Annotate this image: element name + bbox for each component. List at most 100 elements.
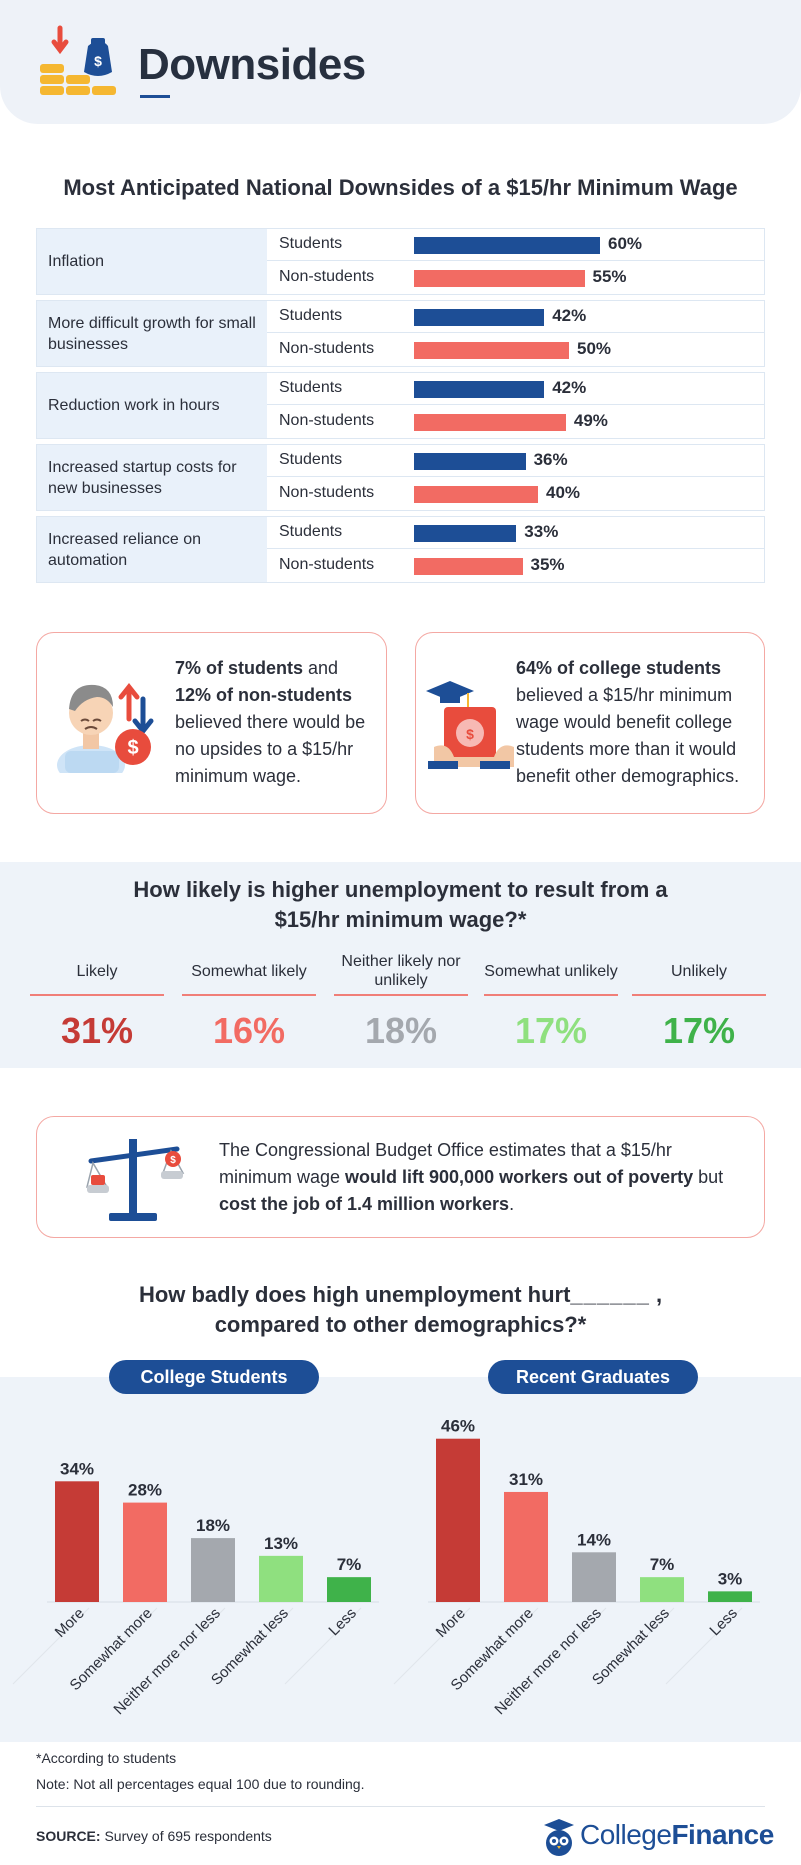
likelihood-divider [334,994,468,996]
series-label: Students [279,307,343,324]
likelihood-item: Somewhat likely 16% [182,950,316,1052]
likelihood-item: Likely 31% [30,950,164,1052]
bar-students [414,237,600,254]
bar-value-label: 7% [650,1555,675,1574]
bar-value-label: 3% [718,1569,743,1588]
likelihood-item: Unlikely 17% [632,950,766,1052]
bar-value-label: 60% [608,234,643,253]
bar-college-students [123,1502,167,1602]
graduate-money-icon: $ [426,681,514,769]
bar-non-students [414,342,569,359]
bar-college-students [55,1481,99,1602]
bar-value-label: 50% [577,339,612,358]
downside-row: Students 36% [267,445,764,477]
page-title: Downsides [138,40,366,89]
cbo-callout-text: The Congressional Budget Office estimate… [219,1140,724,1214]
series-label: Students [279,379,343,396]
bar-value-label: 46% [441,1417,475,1436]
downside-category-label: Reduction work in hours [37,373,267,438]
downside-group: Increased reliance on automation Students… [36,516,765,583]
header: $ Downsides [0,0,801,124]
likelihood-label: Somewhat likely [191,962,307,980]
downside-row: Non-students 49% [267,406,764,438]
tick-guide [12,1607,90,1685]
likelihood-value: 16% [212,1010,286,1051]
tick-guide [80,1607,158,1685]
downside-group: Reduction work in hours Students 42% Non-st… [36,372,765,439]
tick-guide [665,1607,743,1685]
balance-scale-icon: $ [86,1139,185,1221]
downsides-chart: Inflation Students 60% Non-students 55% More … [36,228,765,588]
recent-graduates-pill: Recent Graduates [488,1360,698,1394]
bar-non-students [414,270,585,287]
chart-title-downsides: Most Anticipated National Downsides of a… [63,175,738,200]
bar-non-students [414,486,538,503]
likelihood-divider [632,994,766,996]
likelihood-value: 17% [514,1010,588,1051]
bar-value-label: 31% [509,1470,543,1489]
likelihood-item: Somewhat unlikely 17% [484,950,618,1052]
bar-students [414,309,545,326]
bar-non-students [414,414,566,431]
downside-category-label: Increased reliance on automation [37,517,267,582]
downside-category-label: Increased startup costs for new business… [37,445,267,510]
bar-recent-graduates [572,1552,616,1602]
college-students-pill: College Students [109,1360,319,1394]
likelihood-label: Unlikely [670,962,727,980]
category-tick-label: Less [325,1605,359,1639]
worried-person-icon: $ [57,682,154,773]
series-label: Non-students [279,484,375,501]
downside-group: More difficult growth for small business… [36,300,765,367]
likelihood-divider [484,994,618,996]
bar-value-label: 34% [60,1459,94,1478]
upsides-callout-card: $ 7% of students and 12% of non-students… [36,632,387,814]
bar-value-label: 42% [552,306,587,325]
upsides-callout-text: 7% of students and 12% of non-students b… [175,658,366,786]
bar-value-label: 36% [533,450,568,469]
bar-college-students [259,1555,303,1602]
bar-value-label: 35% [530,555,565,574]
likelihood-item: Neither likely nor unlikely 18% [334,950,468,1052]
downside-group: Increased startup costs for new business… [36,444,765,511]
bar-recent-graduates [640,1577,684,1602]
bar-students [414,453,526,470]
bar-value-label: 33% [524,522,559,541]
footnote-rounding: Note: Not all percentages equal 100 due … [36,1776,365,1792]
college-finance-logo: CollegeFinance [542,1815,782,1859]
downside-row: Students 42% [267,301,764,333]
unemployment-likelihood-band [0,862,801,1068]
tick-guide [597,1607,675,1685]
bar-college-students [327,1577,371,1602]
bar-recent-graduates [504,1491,548,1602]
series-label: Students [279,451,343,468]
cbo-callout-card: $ The Congressional Budget Office estima… [36,1116,765,1238]
series-label: Students [279,523,343,540]
series-label: Non-students [279,556,375,573]
downside-row: Students 42% [267,373,764,405]
bar-value-label: 28% [128,1481,162,1500]
bar-value-label: 55% [592,267,627,286]
category-tick-label: More [52,1605,88,1641]
footer-divider [36,1806,765,1807]
downside-category-label: Inflation [37,229,267,294]
benefit-callout-text: 64% of college students believed a $15/h… [516,658,740,786]
svg-text:$: $ [127,737,138,759]
likelihood-divider [30,994,164,996]
bar-value-label: 42% [552,378,587,397]
tick-guide [461,1607,539,1685]
svg-text:$: $ [94,53,102,69]
likelihood-divider [182,994,316,996]
series-label: Non-students [279,412,375,429]
series-label: Non-students [279,340,375,357]
coins-money-icon: $ [40,25,116,95]
bar-non-students [414,558,523,575]
likelihood-label: Somewhat unlikely [484,962,618,980]
bar-value-label: 7% [337,1555,362,1574]
owl-logo-icon [544,1819,574,1856]
downside-row: Non-students 55% [267,262,764,294]
bar-college-students [191,1538,235,1602]
likelihood-label: Likely [76,962,118,980]
tick-guide [216,1607,294,1685]
tick-guide [393,1607,471,1685]
category-tick-label: Less [706,1605,740,1639]
